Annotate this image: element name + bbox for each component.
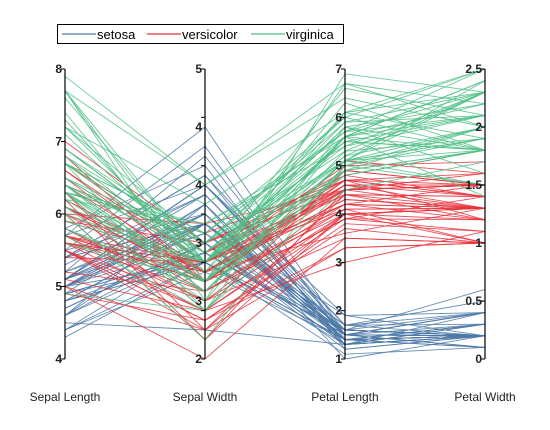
- line-virginica: [64, 149, 486, 263]
- tick-label: 0: [475, 352, 482, 366]
- tick-label: 6: [55, 207, 62, 221]
- tick-label: 4: [55, 352, 62, 366]
- tick-label: 4: [335, 207, 342, 221]
- tick-label: 7: [335, 62, 342, 76]
- line-setosa: [64, 322, 486, 345]
- tick-label: 2.5: [465, 62, 482, 76]
- tick-label: 8: [55, 62, 62, 76]
- line-versicolor: [64, 228, 486, 321]
- line-versicolor: [64, 199, 486, 273]
- axis-title: Petal Length: [311, 390, 378, 404]
- tick-label: 1.5: [465, 178, 482, 192]
- line-virginica: [64, 138, 486, 292]
- line-virginica: [64, 91, 486, 225]
- line-virginica: [64, 80, 486, 254]
- line-virginica: [64, 149, 486, 263]
- tick-label: 1: [475, 236, 482, 250]
- tick-label: 0.5: [465, 294, 482, 308]
- tick-label: 2: [335, 304, 342, 318]
- line-versicolor: [64, 242, 486, 331]
- legend-label-versicolor: versicolor: [182, 27, 238, 42]
- legend: setosa versicolor virginica: [57, 24, 344, 44]
- tick-label: 4: [195, 120, 202, 134]
- line-virginica: [64, 83, 486, 186]
- legend-label-virginica: virginica: [286, 27, 334, 42]
- line-virginica: [64, 149, 486, 263]
- line-virginica: [64, 165, 486, 341]
- tick-label: 6: [335, 110, 342, 124]
- axis-title: Sepal Width: [173, 390, 238, 404]
- axis-sepal-width: 2 3 3 4 4 5 Sepal Width: [173, 62, 238, 404]
- line-versicolor: [64, 207, 486, 283]
- tick-label: 4: [195, 178, 202, 192]
- line-virginica: [64, 68, 486, 234]
- line-virginica: [64, 126, 486, 263]
- axis-petal-length: 1 2 3 4 5 6 7 Petal Length: [311, 62, 378, 404]
- data-lines: [64, 68, 486, 360]
- legend-label-setosa: setosa: [97, 27, 136, 42]
- tick-label: 5: [195, 62, 202, 76]
- line-virginica: [64, 138, 486, 312]
- line-virginica: [64, 90, 486, 263]
- tick-label: 5: [335, 159, 342, 173]
- line-virginica: [64, 87, 486, 264]
- line-virginica: [64, 75, 486, 186]
- line-versicolor: [64, 203, 486, 263]
- line-virginica: [64, 141, 486, 254]
- tick-label: 1: [335, 352, 342, 366]
- legend-box: [57, 24, 344, 44]
- line-setosa: [64, 242, 486, 345]
- axis-title: Sepal Length: [30, 390, 101, 404]
- line-versicolor: [64, 230, 486, 312]
- axes: 4 5 6 7 8 Sepal Length 2 3 3 4 4 5 Sepal Width 1 2 3 4 5 6…: [30, 62, 516, 404]
- axis-sepal-length: 4 5 6 7 8 Sepal Length: [30, 62, 101, 404]
- tick-label: 2: [195, 352, 202, 366]
- line-virginica: [64, 91, 486, 254]
- tick-label: 3: [195, 294, 202, 308]
- line-setosa: [64, 261, 486, 355]
- line-virginica: [64, 160, 486, 283]
- line-versicolor: [64, 235, 486, 302]
- tick-label: 5: [55, 280, 62, 294]
- tick-label: 3: [335, 255, 342, 269]
- axis-title: Petal Width: [454, 390, 515, 404]
- tick-label: 2: [475, 120, 482, 134]
- axis-petal-width: 0 0.5 1 1.5 2 2.5 Petal Width: [454, 62, 515, 404]
- line-virginica: [64, 68, 486, 205]
- tick-label: 3: [195, 236, 202, 250]
- line-versicolor: [64, 213, 486, 302]
- tick-label: 7: [55, 135, 62, 149]
- line-versicolor: [64, 207, 486, 312]
